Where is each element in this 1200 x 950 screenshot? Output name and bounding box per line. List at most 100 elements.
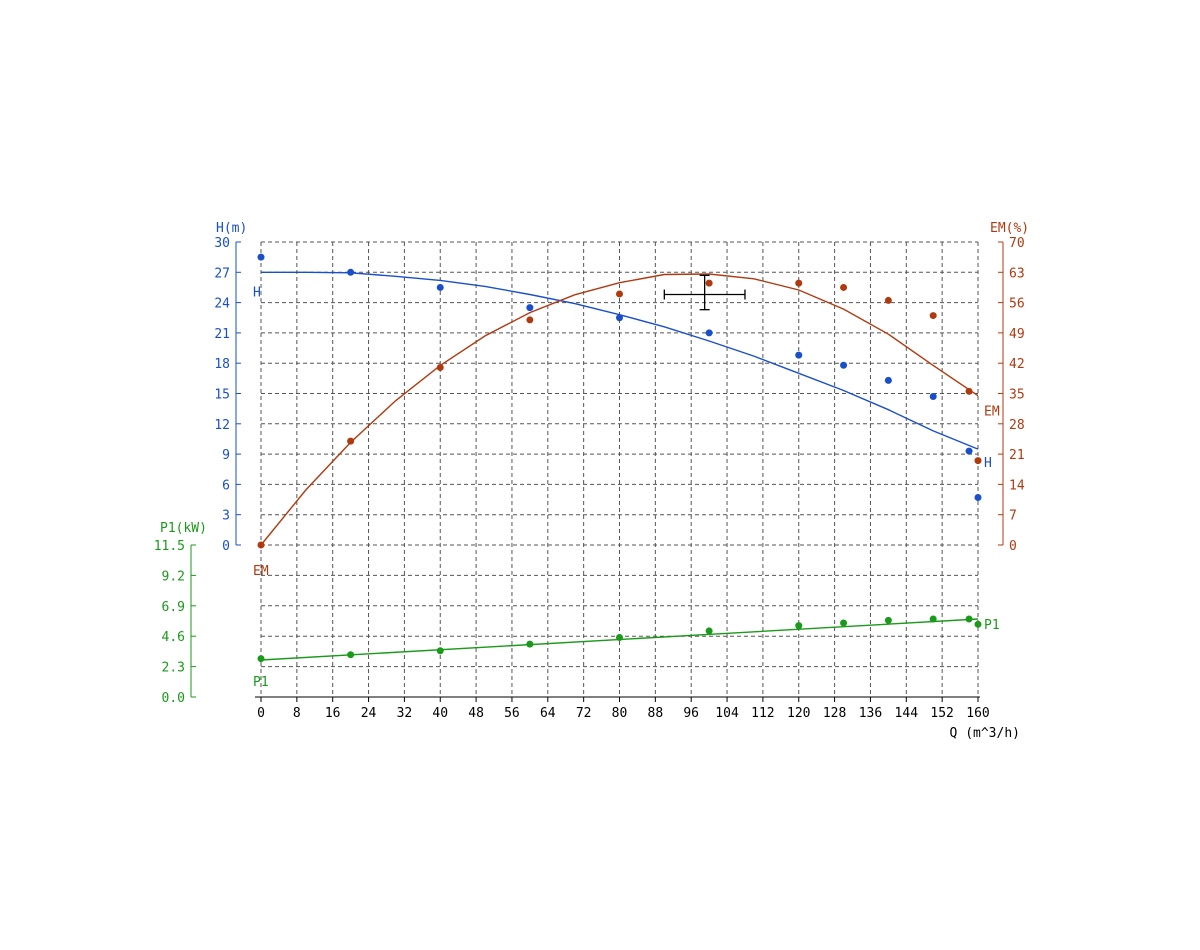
h-tick-label: 12 [214, 418, 230, 433]
x-tick-label: 48 [468, 706, 484, 721]
p1-tick-label: 9.2 [162, 569, 185, 584]
point-p1 [795, 622, 803, 630]
em-axis-title: EM(%) [990, 221, 1029, 236]
series-label-h: H [253, 285, 261, 300]
h-tick-label: 21 [214, 327, 230, 342]
data-points [257, 253, 982, 663]
em-tick-label: 0 [1009, 539, 1017, 554]
axes [190, 241, 1004, 702]
x-tick-label: 88 [648, 706, 664, 721]
h-axis-title: H(m) [216, 221, 247, 236]
em-tick-label: 70 [1009, 236, 1025, 251]
h-tick-label: 3 [222, 509, 230, 524]
series-label-h: H [984, 456, 992, 471]
x-tick-label: 112 [751, 706, 774, 721]
p1-tick-label: 4.6 [162, 630, 185, 645]
point-h [705, 329, 713, 337]
x-tick-label: 104 [715, 706, 739, 721]
x-tick-label: 40 [432, 706, 448, 721]
h-tick-label: 27 [214, 266, 230, 281]
p1-tick-label: 0.0 [162, 691, 185, 706]
em-tick-label: 7 [1009, 509, 1017, 524]
point-p1 [965, 615, 973, 623]
x-tick-label: 56 [504, 706, 520, 721]
x-tick-label: 136 [859, 706, 882, 721]
point-h [347, 268, 355, 276]
em-tick-label: 21 [1009, 448, 1025, 463]
point-p1 [347, 651, 355, 659]
em-tick-label: 35 [1009, 388, 1025, 403]
curve-em [260, 273, 979, 546]
x-tick-label: 160 [966, 706, 989, 721]
x-tick-label: 96 [683, 706, 699, 721]
x-tick-label: 24 [361, 706, 377, 721]
x-axis-title: Q (m^3/h) [950, 726, 1020, 741]
x-tick-label: 128 [823, 706, 846, 721]
x-tick-label: 32 [397, 706, 413, 721]
point-p1 [884, 616, 892, 624]
point-em [795, 279, 803, 287]
x-tick-label: 144 [895, 706, 919, 721]
point-em [526, 316, 534, 324]
x-tick-label: 64 [540, 706, 556, 721]
point-em [965, 387, 973, 395]
point-em [974, 457, 982, 465]
point-em [616, 290, 623, 298]
x-tick-label: 80 [612, 706, 628, 721]
em-tick-label: 42 [1009, 357, 1025, 372]
em-tick-label: 28 [1009, 418, 1025, 433]
p1-tick-label: 11.5 [154, 539, 185, 554]
point-p1 [257, 655, 265, 663]
h-tick-label: 9 [222, 448, 230, 463]
h-tick-label: 24 [214, 297, 230, 312]
point-em [436, 364, 444, 372]
axis-labels: 0 8 16 24 32 40 48 56 64 72 80 88 96 104 112 120 128 136 1… [154, 221, 1029, 741]
point-p1 [436, 647, 444, 655]
series-label-em: EM [984, 405, 1000, 420]
em-tick-label: 49 [1009, 327, 1025, 342]
h-tick-label: 0 [222, 539, 230, 554]
x-tick-label: 152 [930, 706, 953, 721]
point-em [884, 296, 892, 304]
p1-tick-label: 2.3 [162, 661, 185, 676]
point-p1 [526, 640, 534, 648]
series-label-p1: P1 [253, 675, 269, 690]
h-tick-label: 30 [214, 236, 230, 251]
em-tick-label: 63 [1009, 266, 1025, 281]
point-h [616, 314, 623, 322]
em-tick-label: 14 [1009, 478, 1025, 493]
point-h [526, 304, 534, 312]
x-tick-label: 120 [787, 706, 810, 721]
x-tick-label: 8 [293, 706, 301, 721]
point-h [840, 361, 848, 369]
point-p1 [616, 634, 623, 642]
point-p1 [974, 620, 982, 628]
series-label-p1: P1 [984, 618, 1000, 633]
point-h [929, 393, 937, 401]
point-h [965, 447, 973, 455]
series-label-em: EM [253, 564, 269, 579]
h-tick-label: 6 [222, 478, 230, 493]
point-h [974, 494, 982, 502]
point-p1 [840, 619, 848, 627]
x-tick-label: 0 [257, 706, 265, 721]
point-h [257, 253, 265, 261]
p1-tick-label: 6.9 [162, 600, 185, 615]
point-em [257, 541, 265, 549]
em-tick-label: 56 [1009, 297, 1025, 312]
point-em [840, 283, 848, 291]
point-h [436, 283, 444, 291]
point-p1 [705, 627, 713, 635]
point-h [795, 351, 803, 359]
h-tick-label: 18 [214, 357, 230, 372]
point-em [347, 437, 355, 445]
point-h [884, 376, 892, 384]
point-em [705, 279, 713, 287]
x-tick-label: 72 [576, 706, 592, 721]
p1-axis-title: P1(kW) [160, 521, 207, 536]
h-tick-label: 15 [214, 388, 230, 403]
point-em [929, 312, 937, 320]
grid [260, 241, 979, 698]
point-p1 [929, 615, 937, 623]
